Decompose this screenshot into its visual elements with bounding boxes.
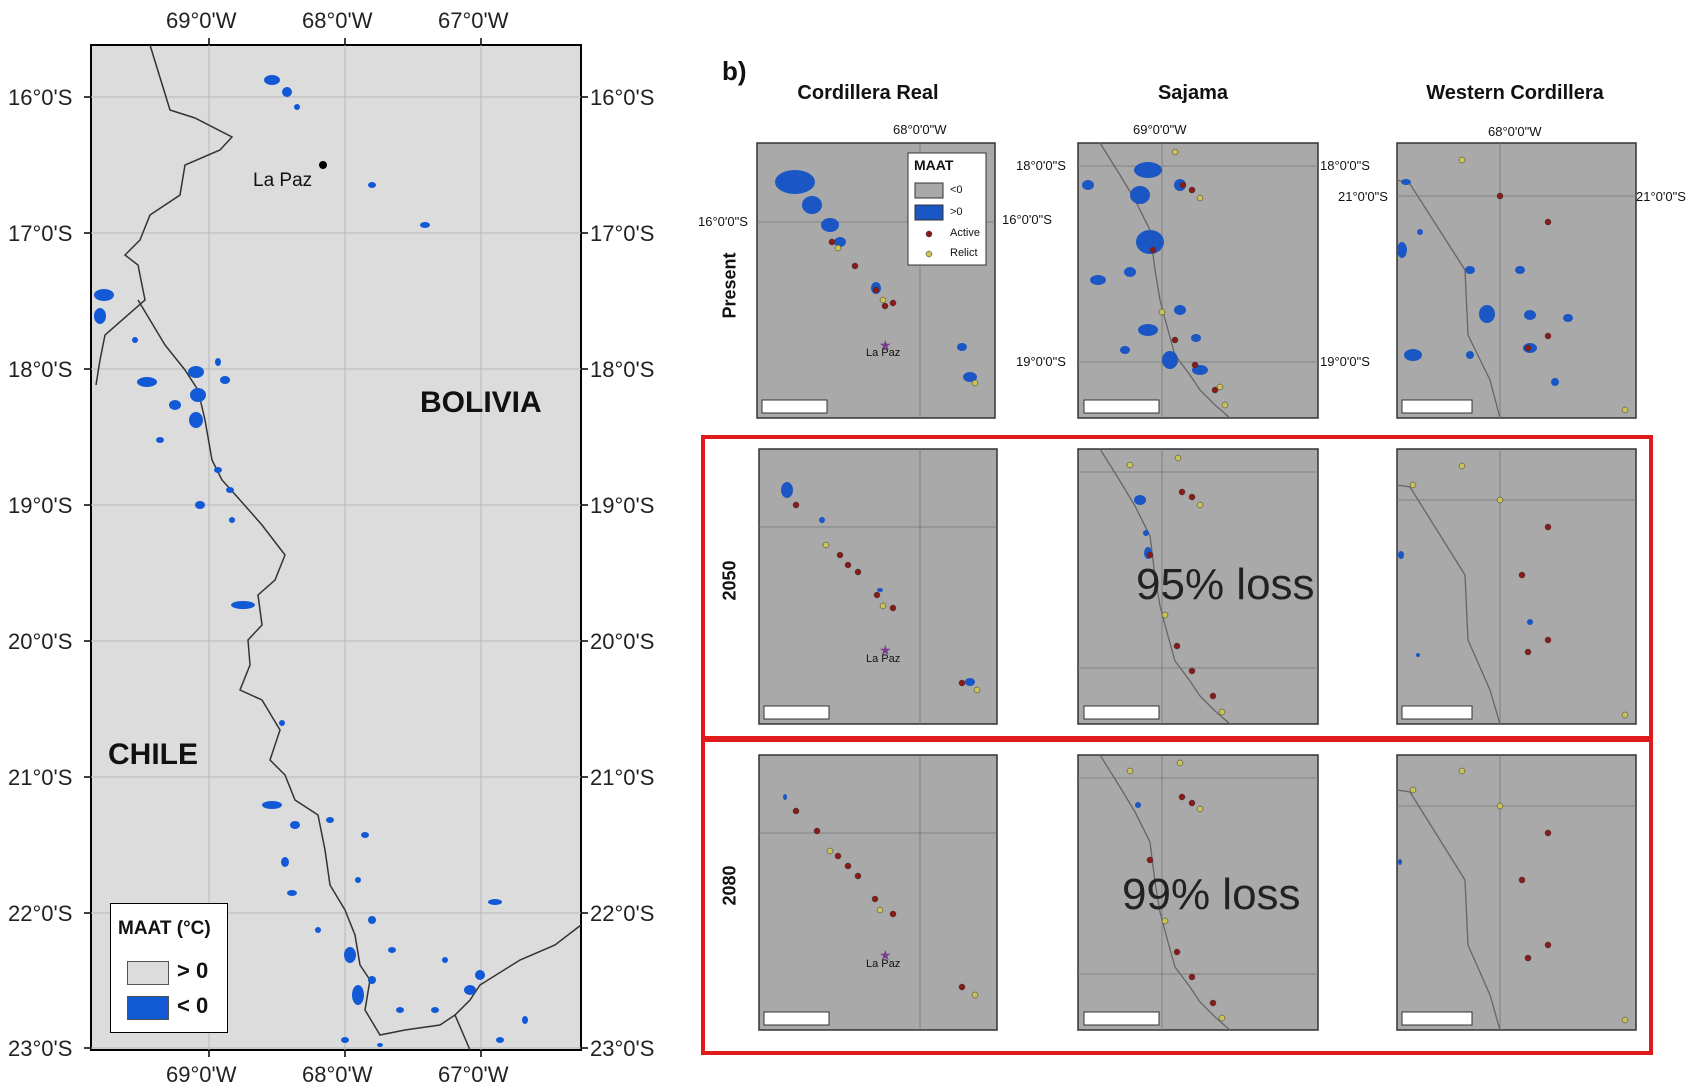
wc-rockglacier-dots <box>1409 156 1629 1024</box>
wc-lat-left-label: 21°0'0"S <box>1338 189 1388 204</box>
la-paz-label-2050: La Paz <box>866 653 901 665</box>
column-title-western-cordillera: Western Cordillera <box>1426 82 1604 104</box>
sj-lon-label: 69°0'0"W <box>1133 122 1187 137</box>
map-legend: MAAT (°C) > 0 < 0 <box>110 903 228 1033</box>
country-label-chile: CHILE <box>108 738 198 771</box>
lon-label-bottom-2: 68°0'W <box>302 1062 373 1087</box>
lat-label-left-8: 23°0'S <box>8 1036 73 1061</box>
lat-label-left-3: 18°0'S <box>8 357 73 382</box>
mini-legend-item-active: Active <box>950 227 980 239</box>
border-line <box>95 44 582 1051</box>
map-sj-2080 <box>1077 754 1319 1031</box>
lat-label-right-7: 22°0'S <box>590 901 655 926</box>
map-wc-present <box>1396 142 1637 419</box>
lat-label-right-4: 19°0'S <box>590 493 655 518</box>
map-wc-2050 <box>1396 448 1637 725</box>
present-frozen-patches <box>775 162 1573 386</box>
sj-lat-bottom-right-label: 19°0'0"S <box>1320 354 1370 369</box>
2080-frozen-patches <box>783 794 1402 865</box>
2050-frozen-patches <box>781 482 1533 686</box>
lat-label-right-2: 17°0'S <box>590 221 655 246</box>
lat-label-left-6: 21°0'S <box>8 765 73 790</box>
lat-label-left-1: 16°0'S <box>8 85 73 110</box>
mini-legend-item-above-zero: >0 <box>950 206 963 218</box>
map-wc-2080 <box>1396 754 1637 1031</box>
la-paz-star-2080: ★ <box>879 947 892 963</box>
mini-legend-title: MAAT <box>914 157 954 173</box>
legend-title: MAAT (°C) <box>118 918 211 939</box>
legend-label-below-zero: < 0 <box>177 993 209 1018</box>
map-cr-2050 <box>758 448 998 725</box>
mini-legend-item-below-zero: <0 <box>950 184 963 196</box>
lat-label-left-5: 20°0'S <box>8 629 73 654</box>
loss-label-2050: 95% loss <box>1136 560 1315 609</box>
map-sj-present <box>1077 142 1319 419</box>
la-paz-marker <box>319 161 327 169</box>
lon-label-bottom-1: 69°0'W <box>166 1062 237 1087</box>
lat-label-left-4: 19°0'S <box>8 493 73 518</box>
la-paz-star-present: ★ <box>879 337 892 353</box>
lat-label-right-1: 16°0'S <box>590 85 655 110</box>
wc-lat-right-label: 21°0'0"S <box>1636 189 1686 204</box>
la-paz-label: La Paz <box>253 170 313 191</box>
lon-label-bottom-3: 67°0'W <box>438 1062 509 1087</box>
sj-lat-bottom-left-label: 19°0'0"S <box>1016 354 1066 369</box>
country-label-bolivia: BOLIVIA <box>420 386 542 419</box>
lat-label-right-6: 21°0'S <box>590 765 655 790</box>
sj-lat-left-label: 16°0'0"S <box>1002 212 1052 227</box>
legend-label-above-zero: > 0 <box>177 958 209 983</box>
cr-lon-label: 68°0'0"W <box>893 122 947 137</box>
lon-label-top-1: 69°0'W <box>166 8 237 33</box>
lat-label-left-7: 22°0'S <box>8 901 73 926</box>
sj-lat-top-right-label: 18°0'0"S <box>1320 158 1370 173</box>
sj-rockglacier-dots <box>1126 148 1229 1022</box>
loss-label-2080: 99% loss <box>1122 870 1301 919</box>
map-sj-2050 <box>1077 448 1319 725</box>
legend-swatch-above-zero <box>127 961 169 985</box>
lat-label-right-3: 18°0'S <box>590 357 655 382</box>
column-title-cordillera-real: Cordillera Real <box>797 82 939 104</box>
lat-label-right-5: 20°0'S <box>590 629 655 654</box>
lat-label-left-2: 17°0'S <box>8 221 73 246</box>
cr-rockglacier-dots <box>792 238 981 999</box>
frozen-patches <box>94 75 528 1047</box>
column-title-sajama: Sajama <box>1157 82 1229 104</box>
legend-swatch-below-zero <box>127 996 169 1020</box>
highlight-frame-2080 <box>701 738 1653 1055</box>
la-paz-label-2080: La Paz <box>866 958 901 970</box>
sj-lat-top-left-label: 18°0'0"S <box>1016 158 1066 173</box>
lon-label-top-2: 68°0'W <box>302 8 373 33</box>
cr-lat-label: 16°0'0"S <box>698 214 748 229</box>
panel-b-letter: b) <box>722 56 747 86</box>
lon-label-top-3: 67°0'W <box>438 8 509 33</box>
lat-label-right-8: 23°0'S <box>590 1036 655 1061</box>
map-cr-2080 <box>758 754 998 1031</box>
wc-lon-label: 68°0'0"W <box>1488 124 1542 139</box>
mini-legend-item-relict: Relict <box>950 247 978 259</box>
la-paz-label-present: La Paz <box>866 347 901 359</box>
la-paz-star-2050: ★ <box>879 642 892 658</box>
